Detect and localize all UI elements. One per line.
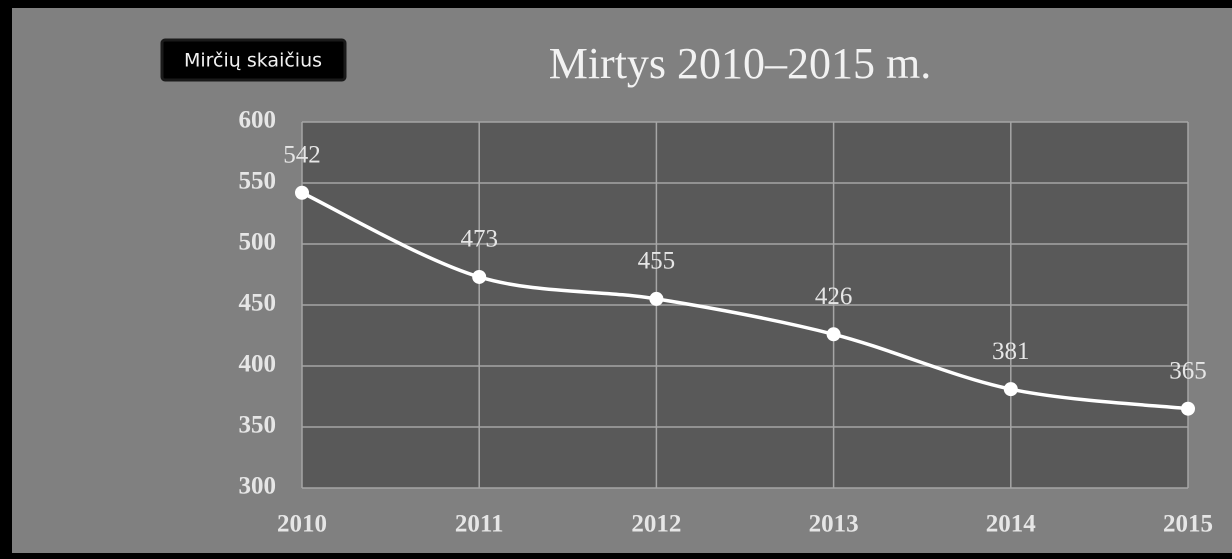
- data-label: 455: [638, 248, 676, 275]
- y-tick-label: 600: [239, 107, 277, 134]
- legend-box: [160, 38, 347, 82]
- data-label: 365: [1169, 357, 1207, 384]
- y-tick-label: 450: [239, 290, 277, 317]
- line: [301, 191, 1189, 411]
- x-tick-label: 2010: [277, 511, 327, 538]
- y-tick-label: 500: [239, 229, 277, 256]
- x-tick-label: 2014: [986, 511, 1037, 538]
- data-point: [826, 327, 841, 342]
- data-point: [1003, 382, 1018, 397]
- x-tick-label: 2012: [631, 511, 681, 538]
- y-tick-label: 400: [239, 351, 277, 378]
- data-point: [1181, 401, 1195, 416]
- x-tick-label: 2013: [809, 511, 859, 538]
- legend-label: Mirčių skaičius: [184, 50, 322, 72]
- legend: Mirčių skaičius: [160, 38, 347, 82]
- data-label: 381: [992, 338, 1030, 365]
- y-tick-label: 300: [239, 473, 277, 500]
- data-point: [649, 291, 664, 306]
- chart-title: Mirtys 2010–2015 m.: [549, 39, 932, 88]
- data-point: [295, 185, 309, 200]
- data-label: 542: [283, 141, 321, 168]
- x-tick-label: 2011: [455, 511, 504, 538]
- y-tick-label: 550: [239, 168, 277, 195]
- data-label: 426: [815, 283, 853, 310]
- data-label: 473: [460, 226, 498, 253]
- y-tick-label: 350: [239, 412, 277, 439]
- x-tick-label: 2015: [1163, 511, 1213, 538]
- data-point: [472, 269, 487, 284]
